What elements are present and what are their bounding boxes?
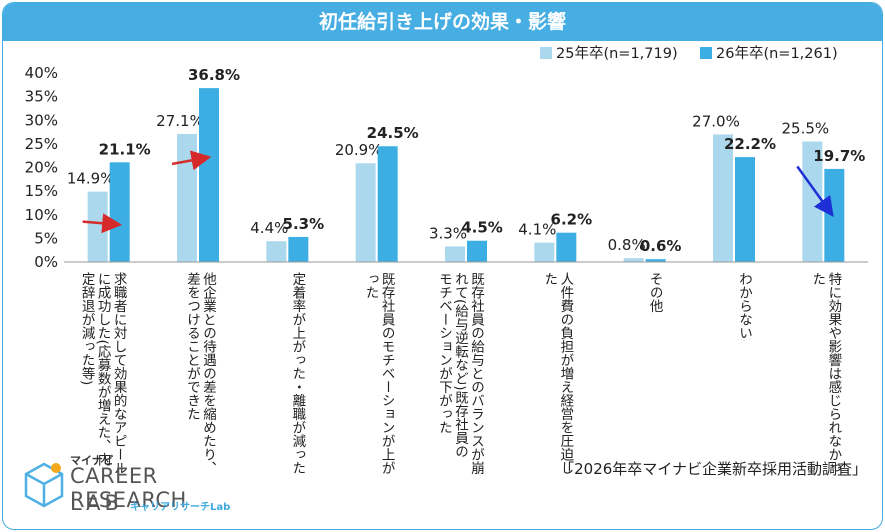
y-tick-label: 0% [34,253,58,271]
category-label-text: 人件費の負担が増え経営を圧迫し [557,272,574,475]
data-label: 19.7% [813,147,865,165]
bar-26-0 [109,162,130,262]
category-label-text: 定着率が上がった・離職が減った [289,272,306,475]
legend-label-1: 26年卒(n=1,261) [716,45,838,62]
data-label: 0.8% [608,236,646,254]
category-label-text: わからない [736,272,753,340]
data-label: 27.1% [156,112,204,130]
y-tick-label: 25% [25,135,58,153]
data-label: 36.8% [188,66,240,84]
bar-26-2 [288,236,309,262]
bar-25-8 [802,141,823,262]
data-label: 21.1% [99,140,151,158]
y-tick-label: 15% [25,182,58,200]
category-label-text: 定辞退が減った等) [79,272,96,385]
data-label: 24.5% [367,124,419,142]
y-tick-label: 20% [25,159,58,177]
data-label: 22.2% [724,135,776,153]
category-label-2: 定着率が上がった・離職が減った [289,272,306,475]
data-label: 4.4% [250,219,288,237]
bar-25-2 [266,241,287,262]
category-label-7: わからない [736,272,753,340]
y-tick-label: 5% [34,229,58,247]
bar-26-6 [645,259,666,262]
bar-25-4 [445,246,465,262]
data-label: 20.9% [335,141,383,159]
category-label-6: その他 [647,272,664,314]
category-label-text: 既存社員の給与とのバランスが崩 [468,272,485,476]
category-label-text: った [363,272,379,299]
legend-label-0: 25年卒(n=1,719) [556,45,678,62]
data-label: 4.1% [518,221,556,239]
category-label-text: 既存社員のモチベーションが上が [379,272,396,475]
category-label-text: に成功した(応募数が増えた、内 [95,272,112,468]
trend-arrow-1 [171,150,212,171]
category-label-4: 既存社員の給与とのバランスが崩れて(給与逆転など)既存社員のモチベーションが下が… [436,272,485,476]
category-label-text: 他企業との待遇の差を縮めたり、 [200,272,217,475]
bar-26-1 [199,88,219,263]
data-label: 5.3% [283,215,325,233]
category-label-text: れて(給与逆転など)既存社員の [452,272,469,459]
data-label: 6.2% [551,211,593,229]
logo-line2: LAB [70,491,123,515]
bar-25-1 [177,133,197,262]
y-tick-label: 30% [25,111,58,129]
source-note: 「2026年卒マイナビ企業新卒採用活動調査」 [559,460,867,478]
cube-logo-icon [24,462,64,508]
category-label-text: 差をつけることができた [184,272,201,421]
y-tick-label: 10% [25,206,58,224]
category-label-text: モチベーションが下がった [436,272,453,434]
bar-26-4 [467,240,487,262]
category-label-text: その他 [647,272,664,314]
category-label-1: 他企業との待遇の差を縮めたり、差をつけることができた [184,272,217,475]
bar-26-5 [556,232,577,262]
data-label: 3.3% [429,224,467,242]
category-label-text: た [541,272,557,286]
logo-sub: キャリアリサーチLab [130,502,231,513]
legend-swatch-0 [540,47,552,59]
bar-25-0 [87,191,108,262]
bar-25-6 [623,258,644,262]
category-label-text: 求職者に対して効果的なアピール [111,272,128,475]
y-tick-label: 40% [25,64,58,82]
trend-arrow-0 [82,213,123,234]
data-label: 25.5% [782,120,830,138]
logo-brand: マイナビ [70,454,114,467]
bar-26-8 [824,168,845,262]
bar-25-3 [355,163,376,262]
bar-26-7 [735,157,755,262]
chart-title: 初任給引き上げの効果・影響 [3,3,882,41]
trend-arrow-2 [796,165,834,218]
bar-25-5 [534,242,555,262]
data-label: 4.5% [461,219,503,237]
category-label-text: た [809,272,825,286]
logo: マイナビ CAREER RESEARCH LAB キャリアリサーチLab [22,452,242,522]
y-tick-label: 35% [25,88,58,106]
bar-25-7 [713,134,733,262]
category-label-text: 特に効果や影響は感じられなかっ [825,272,842,475]
data-label: 14.9% [67,170,115,188]
data-label: 0.6% [640,237,682,255]
bar-26-3 [377,146,398,262]
legend-swatch-1 [700,47,712,59]
logo-line1: CAREER RESEARCH [70,464,187,512]
data-label: 27.0% [692,112,740,130]
